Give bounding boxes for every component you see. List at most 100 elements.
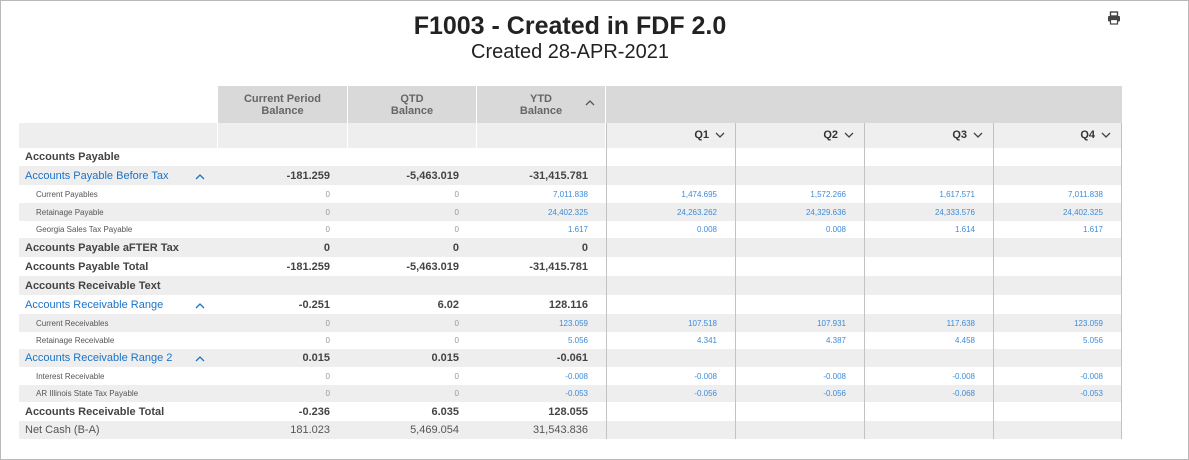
- cell-q1: -0.008: [606, 367, 735, 385]
- cell-ytd: [477, 148, 606, 166]
- cell-q1: [606, 349, 735, 367]
- cell-q4: [993, 402, 1122, 421]
- cell-ytd: 5.056: [567, 336, 588, 345]
- cell-q2: [735, 257, 864, 276]
- cell-qtd: 6.035: [431, 405, 459, 418]
- row-label[interactable]: Accounts Receivable Range 2: [25, 352, 173, 364]
- row-background: [19, 203, 1122, 221]
- cell-ytd: -0.061: [556, 352, 588, 364]
- row-label: Georgia Sales Tax Payable: [36, 225, 133, 234]
- cell-cp: 181.023: [290, 424, 330, 436]
- cell-cp: 0: [325, 225, 330, 234]
- cell-q4: [993, 257, 1122, 276]
- cell-q3: [864, 257, 993, 276]
- chevron-up-icon[interactable]: [195, 302, 205, 309]
- cell-q3: [864, 349, 993, 367]
- row-label: Accounts Payable: [25, 151, 120, 163]
- cell-ytd: 24,402.325: [547, 207, 588, 217]
- table-row: Current Receivables 0 0 123.059 107.518 107.9…: [19, 314, 1122, 332]
- cell-cp: 0: [325, 207, 330, 217]
- row-label: Current Payables: [36, 189, 98, 199]
- cell-qtd: -5,463.019: [406, 169, 459, 182]
- cell-cp: 0: [325, 336, 330, 345]
- cell-q4: 5.056: [993, 332, 1122, 349]
- cell-q2: 24,329.636: [735, 203, 864, 221]
- cell-q3: 4.458: [864, 332, 993, 349]
- cell-q1: 0.008: [606, 221, 735, 238]
- cell-q1: [606, 295, 735, 314]
- row-background: [19, 421, 1122, 439]
- subheader-blank: [218, 123, 348, 148]
- cell-qtd: 0: [454, 371, 459, 381]
- table-row: Accounts Receivable Text: [19, 276, 1122, 295]
- cell-q2: [735, 238, 864, 257]
- cell-q4: 24,402.325: [993, 203, 1122, 221]
- cell-q4: -0.008: [993, 367, 1122, 385]
- cell-q3: [864, 402, 993, 421]
- report-grid: Current Period Balance QTD Balance YTD Bala…: [19, 86, 1122, 442]
- table-row: Current Payables 0 0 7,011.838 1,474.695 1,57…: [19, 185, 1122, 203]
- header-q2[interactable]: Q2: [735, 123, 864, 148]
- cell-q3: -0.008: [864, 367, 993, 385]
- cell-q2: [735, 166, 864, 185]
- cell-q2: 4.387: [735, 332, 864, 349]
- cell-qtd: 0: [454, 225, 459, 234]
- row-background: [19, 276, 1122, 295]
- table-row[interactable]: Accounts Receivable Range -0.251 6.02 128.1…: [19, 295, 1122, 314]
- cell-q1: [606, 166, 735, 185]
- cell-q3: -0.068: [864, 385, 993, 402]
- table-row[interactable]: Accounts Payable Before Tax -181.259 -5,46…: [19, 166, 1122, 185]
- cell-q1: [606, 238, 735, 257]
- cell-q3: [864, 276, 993, 295]
- cell-cp: -181.259: [286, 260, 330, 273]
- cell-q2: [735, 349, 864, 367]
- cell-q2: [735, 402, 864, 421]
- cell-q2: -0.056: [735, 385, 864, 402]
- cell-q2: [735, 276, 864, 295]
- cell-ytd: 7,011.838: [553, 189, 588, 199]
- table-row: Accounts Receivable Total -0.236 6.035 128.…: [19, 402, 1122, 421]
- cell-ytd: [477, 276, 606, 295]
- chevron-up-icon[interactable]: [585, 99, 595, 106]
- row-label[interactable]: Accounts Payable Before Tax: [25, 169, 169, 182]
- row-label: Accounts Receivable Total: [25, 405, 165, 418]
- row-label[interactable]: Accounts Receivable Range: [25, 298, 164, 311]
- quarter-header-band: [606, 86, 1122, 123]
- cell-ytd: 31,543.836: [532, 424, 588, 436]
- cell-cp: 0: [323, 241, 330, 254]
- row-background: [19, 166, 1122, 185]
- chevron-down-icon: [973, 132, 983, 138]
- cell-cp: 0: [325, 371, 330, 381]
- cell-qtd: 0: [454, 189, 459, 199]
- cell-q1: 1,474.695: [606, 185, 735, 203]
- cell-qtd: 5,469.054: [410, 424, 459, 436]
- table-row[interactable]: Accounts Receivable Range 2 0.015 0.015 -0.…: [19, 349, 1122, 367]
- cell-q4: [993, 349, 1122, 367]
- row-label: Interest Receivable: [36, 371, 105, 381]
- cell-ytd: -0.053: [565, 389, 588, 398]
- cell-ytd: -0.008: [565, 371, 588, 381]
- header-q3[interactable]: Q3: [864, 123, 993, 148]
- cell-q1: [606, 421, 735, 439]
- header-q1[interactable]: Q1: [606, 123, 735, 148]
- header-ytd-balance: YTD Balance: [477, 86, 606, 123]
- cell-q2: 0.008: [735, 221, 864, 238]
- row-label: Retainage Receivable: [36, 336, 115, 345]
- cell-q1: 24,263.262: [606, 203, 735, 221]
- row-label: AR Illinois State Tax Payable: [36, 389, 139, 398]
- row-label: Retainage Payable: [36, 207, 104, 217]
- chevron-up-icon[interactable]: [195, 355, 205, 362]
- row-background: [19, 314, 1122, 332]
- cell-q3: [864, 238, 993, 257]
- chevron-up-icon[interactable]: [195, 173, 205, 180]
- cell-cp: 0: [325, 318, 330, 328]
- cell-q3: [864, 295, 993, 314]
- cell-cp: 0.015: [302, 352, 330, 364]
- chevron-down-icon: [1101, 132, 1111, 138]
- report-title: F1003 - Created in FDF 2.0: [413, 12, 727, 40]
- table-row: Accounts Payable Total -181.259 -5,463.019…: [19, 257, 1122, 276]
- print-icon[interactable]: [1107, 11, 1121, 25]
- row-background: [19, 349, 1122, 367]
- cell-q1: 4.341: [606, 332, 735, 349]
- header-q4[interactable]: Q4: [993, 123, 1122, 148]
